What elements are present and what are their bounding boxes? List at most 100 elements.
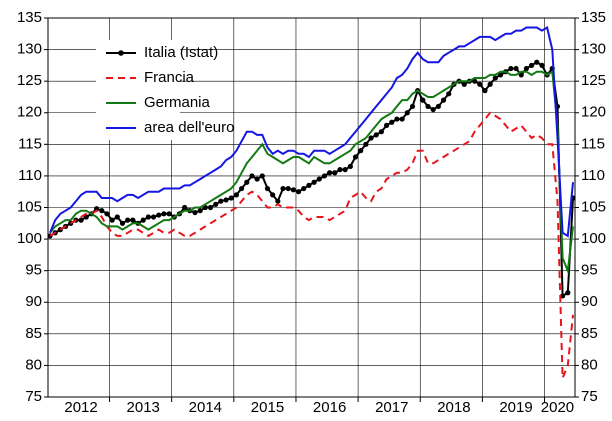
- line: [49, 70, 574, 275]
- y-tick-label: 120: [17, 104, 42, 121]
- x-tick-label: 2019: [499, 399, 532, 416]
- y-tick-label: 75: [25, 388, 42, 405]
- y2-tick-label: 105: [581, 198, 606, 215]
- point: [306, 182, 312, 188]
- point: [363, 141, 369, 147]
- point: [523, 65, 529, 72]
- y-tick-label: 95: [25, 262, 42, 279]
- point: [285, 185, 291, 192]
- legend-marker: [118, 50, 124, 56]
- point: [140, 217, 146, 223]
- point: [280, 185, 286, 192]
- point: [373, 132, 379, 138]
- point: [565, 290, 571, 296]
- point: [192, 209, 198, 216]
- legend-label: Italia (Istat): [144, 44, 218, 61]
- point: [347, 163, 353, 170]
- point: [435, 103, 441, 110]
- x-tick-label: 2013: [127, 399, 160, 416]
- point: [492, 75, 498, 81]
- point: [166, 211, 172, 217]
- point: [420, 97, 426, 103]
- point: [182, 204, 188, 211]
- point: [223, 197, 229, 203]
- point: [440, 97, 447, 103]
- y-tick-label: 115: [18, 135, 42, 152]
- y2-tick-label: 75: [581, 388, 598, 405]
- point: [161, 211, 167, 217]
- y2-tick-label: 90: [581, 293, 598, 310]
- point: [399, 116, 405, 122]
- point: [197, 208, 203, 214]
- point: [389, 119, 395, 125]
- point: [482, 88, 488, 94]
- point: [125, 217, 131, 223]
- y-tick-label: 110: [18, 167, 42, 184]
- x-tick-label: 2020: [541, 399, 574, 416]
- point: [477, 81, 483, 87]
- point: [228, 195, 234, 201]
- point: [264, 185, 271, 192]
- x-tick-label: 2017: [375, 399, 408, 416]
- point: [150, 214, 157, 220]
- point: [430, 106, 436, 113]
- y2-tick-label: 130: [581, 41, 606, 58]
- point: [114, 214, 120, 220]
- point: [446, 91, 452, 97]
- point: [539, 62, 545, 68]
- point: [513, 65, 519, 72]
- point: [332, 170, 338, 176]
- point: [378, 129, 385, 135]
- line: [49, 111, 574, 379]
- point: [295, 189, 302, 195]
- x-tick-label: 2012: [64, 399, 97, 416]
- point: [119, 220, 126, 226]
- point: [94, 206, 100, 212]
- x-tick-label: 2016: [313, 399, 346, 416]
- y-tick-label: 105: [17, 198, 42, 215]
- y2-tick-label: 115: [581, 135, 605, 152]
- x-tick-label: 2015: [251, 399, 284, 416]
- point: [238, 185, 245, 192]
- point: [342, 167, 348, 173]
- legend-label: Germania: [144, 94, 211, 111]
- series: [49, 111, 574, 379]
- y-tick-label: 130: [17, 41, 42, 58]
- y2-tick-label: 110: [581, 167, 605, 184]
- plot-frame: [47, 17, 576, 398]
- point: [78, 217, 84, 223]
- point: [352, 154, 359, 160]
- point: [249, 173, 255, 179]
- point: [358, 148, 364, 154]
- point: [311, 179, 317, 185]
- point: [321, 173, 328, 179]
- point: [254, 176, 260, 182]
- point: [404, 110, 410, 116]
- point: [213, 201, 219, 207]
- y-tick-label: 90: [25, 293, 42, 310]
- x-tick-label: 2014: [189, 399, 222, 416]
- y-tick-label: 80: [25, 356, 42, 373]
- y-tick-label: 100: [17, 230, 42, 247]
- y2-tick-label: 120: [581, 104, 606, 121]
- legend-label: Francia: [144, 69, 195, 86]
- y2-tick-label: 95: [581, 262, 598, 279]
- point: [327, 170, 333, 176]
- point: [104, 211, 110, 217]
- y-tick-label: 125: [17, 72, 42, 89]
- point: [560, 293, 566, 299]
- point: [109, 217, 115, 223]
- point: [145, 214, 151, 220]
- point: [270, 192, 276, 198]
- legend-label: area dell'euro: [144, 119, 234, 136]
- y-tick-label: 85: [25, 325, 42, 342]
- y-tick-label: 135: [17, 9, 42, 26]
- point: [233, 192, 240, 198]
- point: [337, 167, 343, 173]
- y2-tick-label: 100: [581, 230, 606, 247]
- series: [49, 70, 574, 275]
- line: [49, 25, 574, 238]
- point: [409, 103, 416, 110]
- point: [487, 81, 493, 87]
